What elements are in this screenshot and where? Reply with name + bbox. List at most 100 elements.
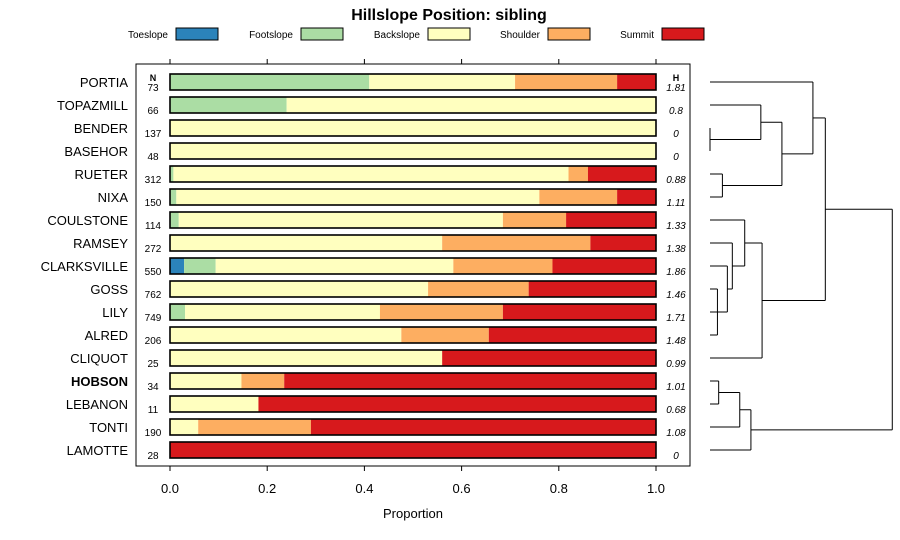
x-tick-label: 0.6 [453,481,471,496]
bar-rueter-footslope [170,166,174,182]
bar-outline-tonti [169,418,657,436]
row-h-topazmill: 0.8 [669,106,683,117]
bar-basehor-backslope [170,143,656,159]
row-n-portia: 73 [147,83,159,94]
bar-lebanon-summit [258,396,656,412]
x-axis-label: Proportion [383,506,443,521]
legend-label-footslope: Footslope [249,30,293,41]
row-h-basehor: 0 [673,152,679,163]
bar-lily-footslope [170,304,186,320]
n-column-header: N [150,73,157,83]
row-labels: PORTIA 73 1.81 TOPAZMILL 66 0.8 BENDER 137 0 BASE… [41,75,687,462]
x-tick-label: 1.0 [647,481,665,496]
row-h-portia: 1.81 [666,83,685,94]
bar-hobson-shoulder [241,373,285,389]
row-h-coulstone: 1.33 [666,221,686,232]
row-h-lamotte: 0 [673,451,679,462]
bar-coulstone-summit [566,212,656,228]
row-n-clarksville: 550 [145,267,162,278]
bar-coulstone-backslope [178,212,503,228]
row-n-ramsey: 272 [145,244,162,255]
row-n-rueter: 312 [145,175,162,186]
x-tick-label: 0.0 [161,481,179,496]
bar-nixa-summit [617,189,656,205]
bar-portia-backslope [369,74,516,90]
bar-tonti-summit [310,419,656,435]
bar-clarksville-summit [552,258,656,274]
bar-nixa-footslope [170,189,177,205]
bar-outline-alred [169,326,657,344]
bar-portia-summit [617,74,656,90]
legend-swatch-shoulder [547,27,591,41]
bar-clarksville-footslope [184,258,216,274]
row-h-bender: 0 [673,129,679,140]
bar-goss-summit [528,281,656,297]
bar-ramsey-summit [590,235,656,251]
row-h-ramsey: 1.38 [666,244,686,255]
row-n-tonti: 190 [145,428,162,439]
row-h-hobson: 1.01 [666,382,685,393]
row-n-lebanon: 11 [148,405,159,416]
bar-outline-basehor [169,142,657,160]
legend: Toeslope Footslope Backslope Shoulder Summit [128,27,705,41]
row-h-clarksville: 1.86 [666,267,686,278]
row-h-lebanon: 0.68 [666,405,686,416]
x-tick-label: 0.8 [550,481,568,496]
row-n-alred: 206 [145,336,162,347]
bar-rueter-shoulder [568,166,588,182]
legend-label-toeslope: Toeslope [128,30,168,41]
legend-label-summit: Summit [620,30,654,41]
bar-outline-cliquot [169,349,657,367]
row-n-lily: 749 [145,313,162,324]
bar-coulstone-footslope [170,212,179,228]
bar-tonti-backslope [170,419,199,435]
legend-swatch-summit [661,27,705,41]
row-n-nixa: 150 [145,198,162,209]
bar-goss-shoulder [428,281,529,297]
legend-label-shoulder: Shoulder [500,30,541,41]
bar-outline-lamotte [169,441,657,459]
legend-swatch-footslope [300,27,344,41]
row-h-alred: 1.48 [666,336,686,347]
row-n-basehor: 48 [147,152,159,163]
bar-outline-clarksville [169,257,657,275]
bar-outline-goss [169,280,657,298]
bar-lebanon-backslope [170,396,259,412]
row-n-hobson: 34 [147,382,159,393]
row-label-nixa: NIXA [98,190,129,205]
dendrogram [709,81,893,451]
legend-swatch-toeslope [175,27,219,41]
bar-clarksville-shoulder [453,258,553,274]
bar-portia-footslope [170,74,370,90]
bar-clarksville-toeslope [170,258,185,274]
bar-outline-portia [169,73,657,91]
bar-clarksville-backslope [215,258,454,274]
row-label-hobson: HOBSON [71,374,128,389]
legend-swatch-backslope [427,27,471,41]
row-label-lamotte: LAMOTTE [67,443,129,458]
bar-goss-backslope [170,281,429,297]
bar-outline-bender [169,119,657,137]
bars [169,73,657,459]
bar-nixa-backslope [176,189,540,205]
row-label-ramsey: RAMSEY [73,236,128,251]
row-n-topazmill: 66 [147,106,159,117]
bar-tonti-shoulder [198,419,311,435]
row-label-coulstone: COULSTONE [47,213,128,228]
bar-rueter-summit [587,166,656,182]
bar-outline-nixa [169,188,657,206]
row-h-nixa: 1.11 [667,198,686,209]
row-n-goss: 762 [145,290,162,301]
bar-lily-shoulder [379,304,503,320]
bar-lily-summit [502,304,656,320]
row-n-coulstone: 114 [145,221,161,232]
bar-ramsey-backslope [170,235,443,251]
bar-coulstone-shoulder [502,212,567,228]
row-label-portia: PORTIA [80,75,128,90]
row-label-topazmill: TOPAZMILL [57,98,128,113]
row-n-lamotte: 28 [147,451,159,462]
bar-outline-coulstone [169,211,657,229]
bar-hobson-summit [284,373,656,389]
bar-lamotte-summit [170,442,656,458]
